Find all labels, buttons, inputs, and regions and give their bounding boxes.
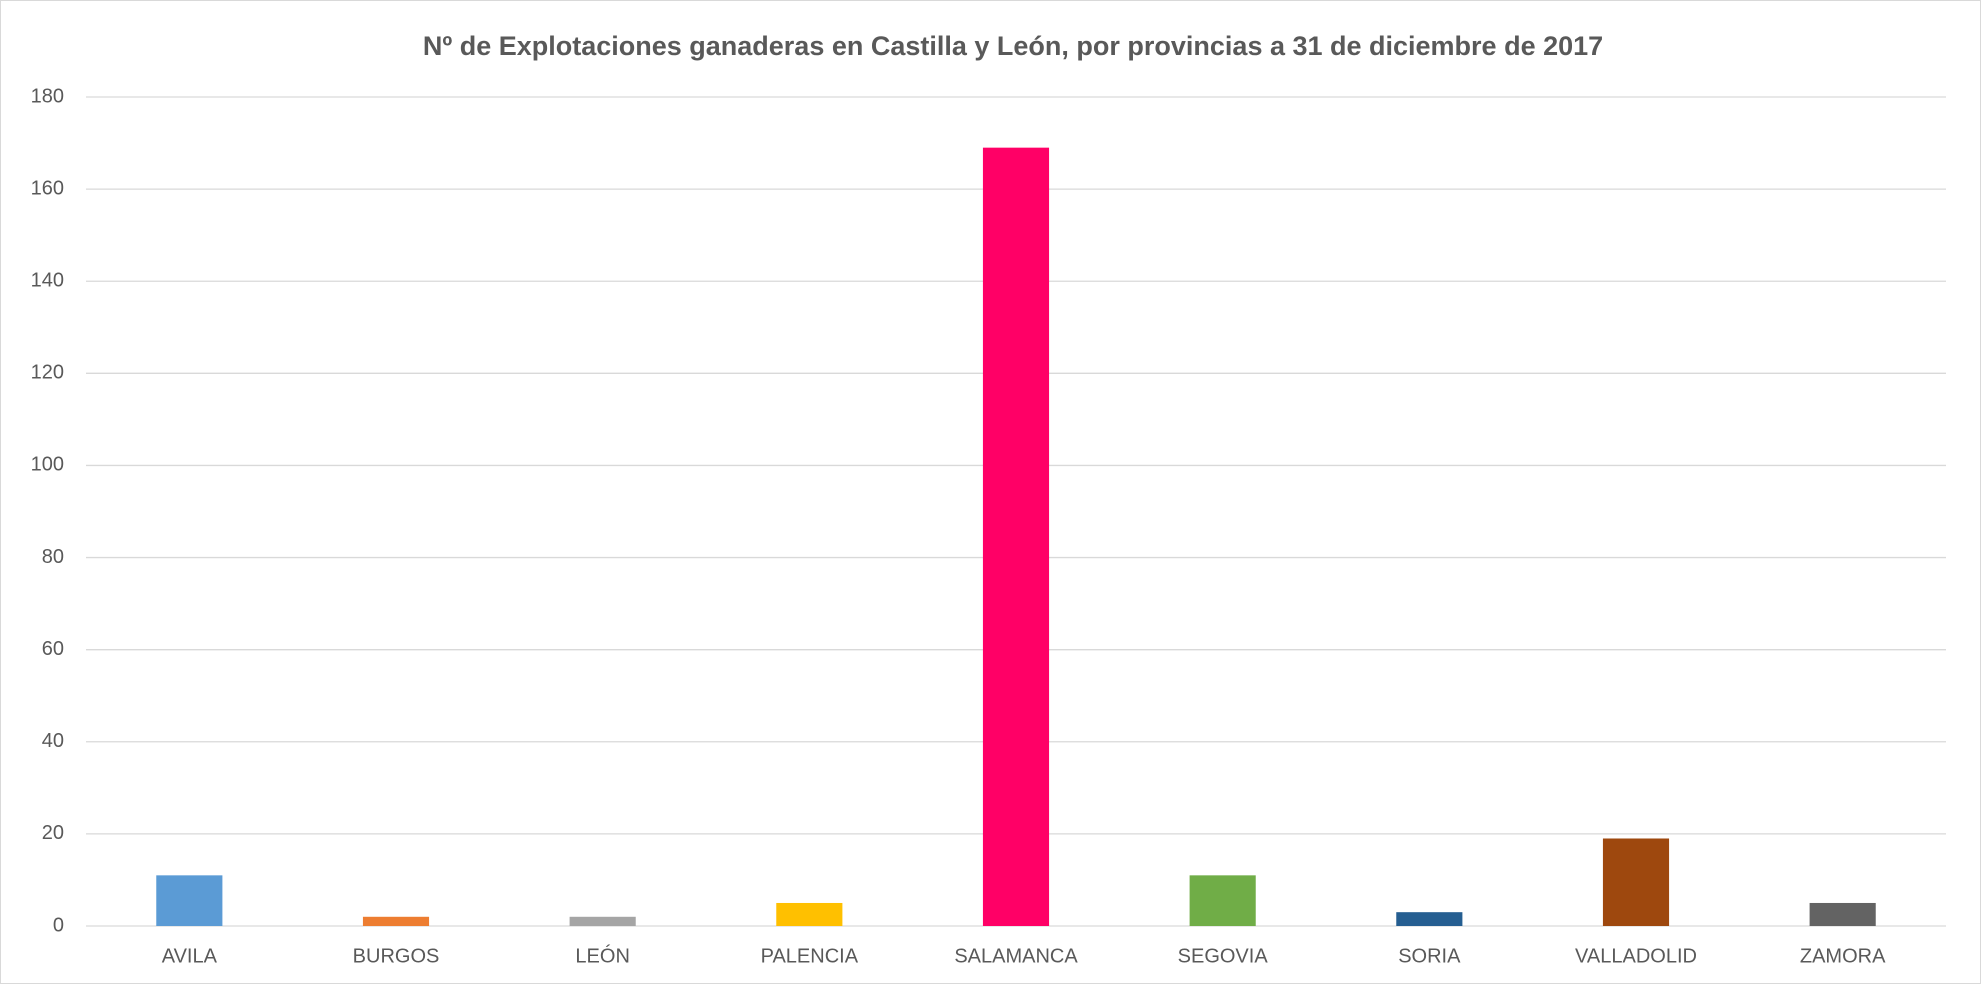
y-tick-label: 40	[42, 730, 64, 752]
chart-title: Nº de Explotaciones ganaderas en Castill…	[423, 31, 1603, 61]
y-tick-label: 120	[31, 362, 64, 384]
x-tick-label: PALENCIA	[761, 945, 859, 967]
bar	[362, 916, 430, 926]
bar	[1809, 902, 1876, 926]
bar	[1602, 838, 1670, 926]
x-tick-label: SALAMANCA	[954, 945, 1078, 967]
bar	[1396, 912, 1463, 926]
x-tick-label: AVILA	[162, 945, 218, 967]
y-tick-label: 20	[42, 822, 64, 844]
x-tick-label: SORIA	[1398, 945, 1461, 967]
y-tick-label: 180	[31, 85, 64, 107]
x-tick-label: BURGOS	[353, 945, 440, 967]
y-tick-label: 0	[53, 914, 64, 936]
y-tick-label: 80	[42, 546, 64, 568]
bar	[569, 916, 636, 926]
y-tick-label: 100	[31, 454, 64, 476]
x-tick-label: LEÓN	[575, 944, 629, 967]
bar	[156, 875, 223, 926]
x-tick-label: VALLADOLID	[1575, 945, 1697, 967]
y-tick-label: 160	[31, 177, 64, 199]
bar	[776, 902, 843, 926]
y-tick-label: 60	[42, 638, 64, 660]
bar	[1189, 875, 1256, 926]
bar	[982, 147, 1050, 926]
y-tick-label: 140	[31, 270, 64, 292]
x-tick-label: ZAMORA	[1800, 945, 1886, 967]
x-tick-label: SEGOVIA	[1178, 945, 1269, 967]
